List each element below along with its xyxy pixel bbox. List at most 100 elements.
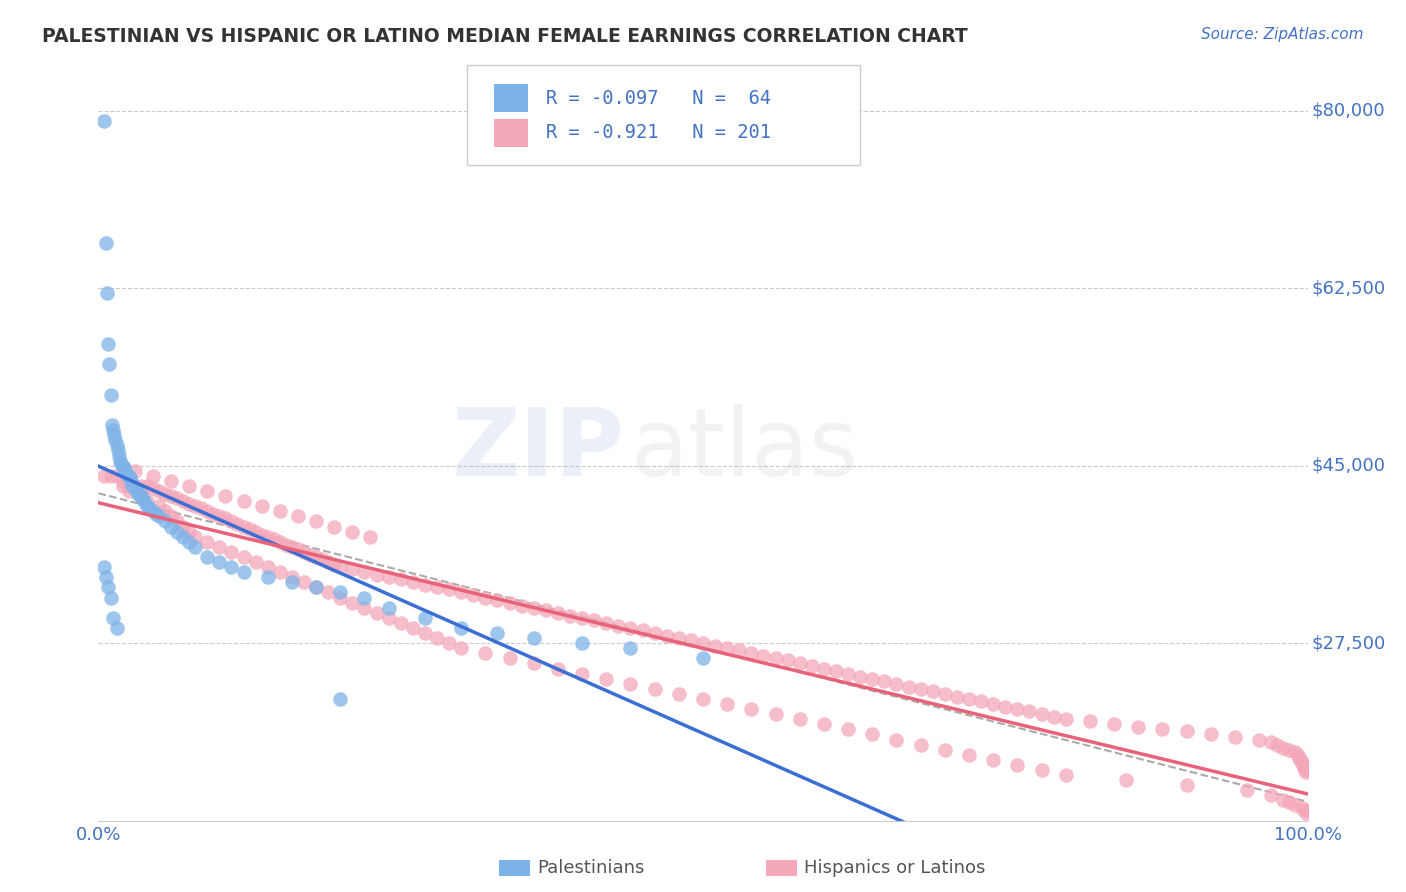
Point — [486, 592, 509, 607]
Point — [957, 747, 980, 762]
Point — [825, 664, 848, 678]
Point — [1078, 714, 1101, 729]
Point — [571, 666, 593, 681]
Text: PALESTINIAN VS HISPANIC OR LATINO MEDIAN FEMALE EARNINGS CORRELATION CHART: PALESTINIAN VS HISPANIC OR LATINO MEDIAN… — [42, 27, 967, 45]
Point — [1288, 751, 1310, 765]
Point — [179, 479, 201, 493]
Point — [1260, 734, 1282, 748]
Point — [644, 626, 666, 640]
Point — [437, 582, 460, 597]
Point — [274, 538, 297, 552]
Point — [547, 661, 569, 675]
Point — [728, 643, 751, 657]
Point — [353, 591, 375, 605]
Point — [160, 489, 183, 503]
Point — [413, 611, 436, 625]
Point — [179, 524, 201, 539]
Point — [765, 707, 787, 722]
Point — [172, 530, 194, 544]
Text: Hispanics or Latinos: Hispanics or Latinos — [804, 859, 986, 877]
Point — [129, 479, 152, 493]
Point — [644, 681, 666, 696]
Point — [287, 509, 309, 524]
Point — [558, 608, 581, 623]
Point — [100, 591, 122, 605]
Point — [142, 504, 165, 518]
Point — [305, 549, 328, 564]
Point — [184, 500, 207, 514]
Point — [692, 692, 714, 706]
Point — [1278, 796, 1301, 810]
Point — [329, 560, 352, 574]
Point — [281, 575, 304, 590]
Text: $27,500: $27,500 — [1312, 634, 1385, 652]
Point — [134, 494, 156, 508]
Point — [142, 481, 165, 495]
Point — [619, 621, 641, 635]
Point — [981, 697, 1004, 711]
Point — [179, 497, 201, 511]
Point — [124, 479, 146, 493]
Point — [1102, 717, 1125, 731]
FancyBboxPatch shape — [494, 119, 527, 147]
Point — [145, 508, 167, 522]
Point — [129, 489, 152, 503]
Point — [498, 651, 520, 665]
Point — [111, 474, 134, 488]
Point — [837, 723, 859, 737]
Point — [101, 611, 124, 625]
Point — [256, 560, 278, 574]
Point — [886, 732, 908, 747]
Point — [292, 545, 315, 559]
Point — [226, 517, 249, 532]
Point — [413, 578, 436, 592]
Point — [121, 479, 143, 493]
Point — [221, 560, 243, 574]
Point — [190, 501, 212, 516]
Point — [800, 659, 823, 673]
Point — [93, 113, 115, 128]
Point — [184, 530, 207, 544]
Point — [360, 530, 382, 544]
Point — [305, 515, 328, 529]
Point — [353, 600, 375, 615]
Point — [534, 603, 557, 617]
Point — [1291, 755, 1313, 769]
Point — [94, 570, 117, 584]
Point — [1260, 789, 1282, 803]
Point — [740, 646, 762, 660]
Point — [323, 519, 346, 533]
Point — [104, 434, 127, 448]
Point — [1031, 763, 1053, 777]
Point — [1272, 793, 1295, 807]
Point — [366, 606, 388, 620]
Point — [595, 672, 617, 686]
Point — [692, 636, 714, 650]
Point — [679, 633, 702, 648]
Point — [110, 457, 132, 471]
Point — [124, 464, 146, 478]
Point — [1284, 745, 1306, 759]
Point — [105, 438, 128, 452]
Point — [108, 453, 131, 467]
Point — [389, 615, 412, 630]
Point — [111, 479, 134, 493]
Point — [166, 524, 188, 539]
Point — [127, 487, 149, 501]
Point — [765, 651, 787, 665]
Point — [124, 481, 146, 495]
Point — [118, 483, 141, 498]
Point — [873, 673, 896, 688]
Text: atlas: atlas — [630, 404, 859, 497]
Text: R = -0.921   N = 201: R = -0.921 N = 201 — [546, 123, 770, 143]
Point — [184, 540, 207, 554]
Point — [377, 600, 399, 615]
Point — [135, 500, 157, 514]
Point — [970, 694, 993, 708]
Point — [463, 589, 485, 603]
Point — [112, 460, 135, 475]
Point — [172, 494, 194, 508]
Point — [195, 483, 218, 498]
Point — [103, 428, 125, 442]
Point — [135, 479, 157, 493]
